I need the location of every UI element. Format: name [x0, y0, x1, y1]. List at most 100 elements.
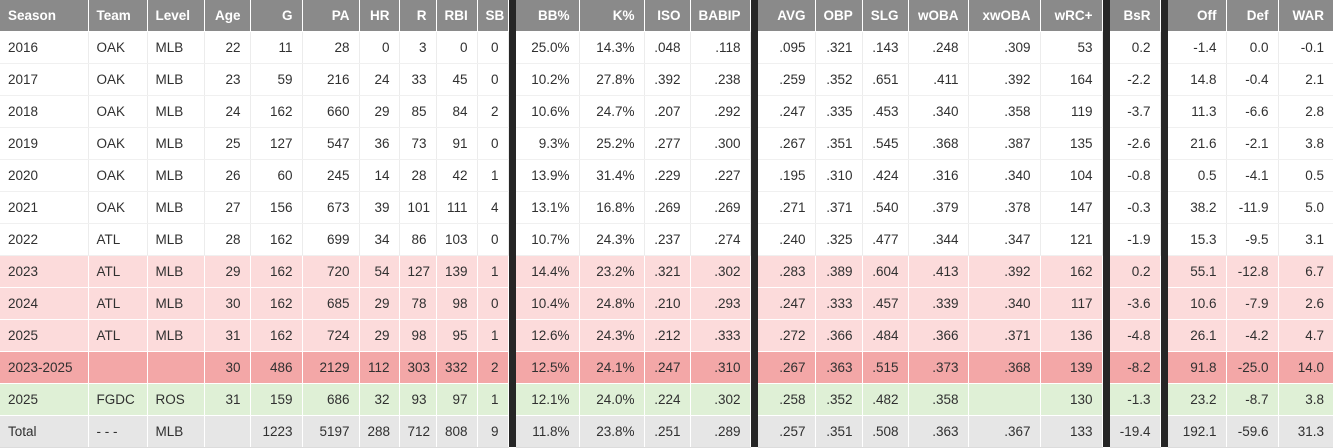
cell: 10.4% — [516, 287, 580, 320]
cell: .302 — [690, 255, 751, 288]
cell: ATL — [88, 287, 148, 320]
cell: 699 — [302, 223, 360, 256]
section-divider — [1102, 415, 1110, 447]
cell: 31 — [204, 383, 251, 416]
cell: 3.8 — [1278, 383, 1333, 416]
cell: .118 — [690, 31, 751, 64]
cell: 2023 — [0, 255, 89, 288]
cell: 720 — [302, 255, 360, 288]
cell: 14.4% — [516, 255, 580, 288]
cell: 14.0 — [1278, 351, 1333, 384]
cell: 159 — [250, 383, 303, 416]
cell: 10.7% — [516, 223, 580, 256]
cell: 24.7% — [579, 95, 645, 128]
cell: 3.1 — [1278, 223, 1333, 256]
cell: 162 — [250, 95, 303, 128]
table-row: 2025 ATL MLB 31 162 724 29 98 95 1 12.6% 24.3% .212.… — [0, 319, 1333, 352]
section-divider — [1102, 63, 1110, 95]
cell: 11.8% — [516, 415, 580, 448]
cell: 91 — [436, 127, 478, 160]
cell: -4.8 — [1110, 319, 1161, 352]
cell: ATL — [88, 223, 148, 256]
cell: 103 — [436, 223, 478, 256]
cell: .413 — [908, 255, 969, 288]
cell: 111 — [436, 191, 478, 224]
cell: 55.1 — [1168, 255, 1227, 288]
cell: .300 — [690, 127, 751, 160]
cell: .515 — [862, 351, 909, 384]
cell: 24.0% — [579, 383, 645, 416]
cell: 121 — [1040, 223, 1103, 256]
cell: .351 — [815, 127, 863, 160]
cell: .358 — [968, 95, 1041, 128]
cell: Total — [0, 415, 89, 448]
column-header-woba: wOBA — [908, 0, 969, 32]
cell: MLB — [147, 191, 205, 224]
column-header-avg: AVG — [758, 0, 816, 32]
cell: 0.5 — [1168, 159, 1227, 192]
cell: 673 — [302, 191, 360, 224]
cell: 34 — [359, 223, 400, 256]
section-divider — [750, 0, 758, 31]
cell: 33 — [399, 63, 437, 96]
cell: .457 — [862, 287, 909, 320]
cell: 14.8 — [1168, 63, 1227, 96]
column-header-k: K% — [579, 0, 645, 32]
section-divider — [750, 159, 758, 191]
cell: 133 — [1040, 415, 1103, 448]
cell: 25 — [204, 127, 251, 160]
cell: 31.4% — [579, 159, 645, 192]
cell: -25.0 — [1226, 351, 1279, 384]
column-header-hr: HR — [359, 0, 400, 32]
cell: 147 — [1040, 191, 1103, 224]
cell: ATL — [88, 319, 148, 352]
cell: 660 — [302, 95, 360, 128]
cell: .271 — [758, 191, 816, 224]
cell: 98 — [436, 287, 478, 320]
table-row: 2021 OAK MLB 27 156 673 39 101 111 4 13.1% 16.8% .26… — [0, 191, 1333, 224]
cell: OAK — [88, 159, 148, 192]
cell: 12.1% — [516, 383, 580, 416]
section-divider — [1102, 127, 1110, 159]
cell: .207 — [644, 95, 691, 128]
section-divider — [508, 383, 516, 415]
cell: 32 — [359, 383, 400, 416]
cell: .424 — [862, 159, 909, 192]
cell: .283 — [758, 255, 816, 288]
cell: .366 — [908, 319, 969, 352]
cell: 0.2 — [1110, 255, 1161, 288]
cell: 45 — [436, 63, 478, 96]
cell: .540 — [862, 191, 909, 224]
cell: 29 — [359, 95, 400, 128]
cell: 101 — [399, 191, 437, 224]
stats-table-header: Season Team Level Age G PA HR R RBI SB BB% K% ISO BAB… — [0, 0, 1333, 32]
section-divider — [1102, 383, 1110, 415]
cell: 31 — [204, 319, 251, 352]
cell: 28 — [399, 159, 437, 192]
section-divider — [750, 31, 758, 63]
section-divider — [750, 287, 758, 319]
cell: MLB — [147, 159, 205, 192]
cell: - - - — [88, 415, 148, 448]
cell: -59.6 — [1226, 415, 1279, 448]
column-header-bsr: BsR — [1110, 0, 1161, 32]
cell: .257 — [758, 415, 816, 448]
cell: 112 — [359, 351, 400, 384]
cell: 0 — [359, 31, 400, 64]
cell: 117 — [1040, 287, 1103, 320]
cell: .651 — [862, 63, 909, 96]
cell: .387 — [968, 127, 1041, 160]
table-row: 2017 OAK MLB 23 59 216 24 33 45 0 10.2% 27.8% .392.2… — [0, 63, 1333, 96]
column-header-pa: PA — [302, 0, 360, 32]
cell: MLB — [147, 63, 205, 96]
cell: 2 — [477, 95, 509, 128]
section-divider — [1102, 351, 1110, 383]
cell: 2021 — [0, 191, 89, 224]
cell: .368 — [968, 351, 1041, 384]
cell: 3 — [399, 31, 437, 64]
section-divider — [1102, 223, 1110, 255]
column-header-team: Team — [88, 0, 148, 32]
cell: 12.5% — [516, 351, 580, 384]
cell: 547 — [302, 127, 360, 160]
